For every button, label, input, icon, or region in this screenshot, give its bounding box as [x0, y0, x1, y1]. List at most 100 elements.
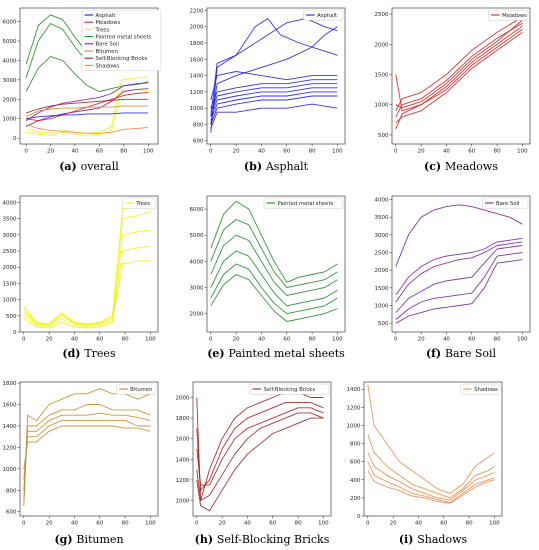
- y-tick-label: 1800: [190, 41, 204, 47]
- series-line: [210, 234, 338, 296]
- x-tick-label: 60: [96, 521, 103, 527]
- legend-box: [460, 383, 501, 395]
- y-tick-label: 2000: [190, 25, 204, 31]
- series-line: [196, 407, 324, 486]
- legend-box: [249, 383, 330, 395]
- x-tick-label: 100: [332, 149, 343, 155]
- legend-box: [488, 9, 529, 21]
- y-tick-label: 0: [13, 330, 17, 336]
- y-tick-label: 0: [357, 514, 361, 520]
- caption-text: Bare Soil: [445, 347, 497, 360]
- legend-box: [303, 9, 344, 21]
- legend-label: Trees: [95, 27, 110, 33]
- y-tick-label: 5000: [3, 39, 17, 45]
- x-tick-label: 20: [47, 149, 54, 155]
- series-line: [25, 98, 149, 114]
- series-line: [210, 18, 338, 133]
- legend-label: Self-Blocking Bricks: [264, 387, 316, 393]
- legend-label: Shadows: [474, 387, 498, 393]
- x-tick-label: 80: [466, 521, 473, 527]
- y-tick-label: 1200: [176, 478, 190, 484]
- y-tick-label: 6000: [190, 207, 204, 213]
- legend-label: Asphalt: [96, 13, 116, 19]
- plot-frame: [19, 195, 159, 333]
- legend-label: Trees: [135, 201, 150, 207]
- y-tick-label: 5000: [190, 233, 204, 239]
- y-tick-label: 1400: [347, 387, 361, 393]
- x-tick-label: 80: [122, 521, 129, 527]
- series-line: [25, 105, 149, 118]
- series-line: [395, 25, 523, 112]
- plot-frame: [206, 7, 346, 145]
- series-line: [367, 461, 495, 503]
- x-tick-label: 80: [309, 149, 316, 155]
- y-tick-label: 2000: [3, 265, 17, 271]
- y-tick-label: 1000: [375, 304, 389, 310]
- x-tick-label: 100: [145, 337, 156, 343]
- series-line: [210, 219, 338, 288]
- panel-caption: (e) Painted metal sheets: [207, 347, 345, 360]
- panel-painted-metal-sheets: 0 20 40 60 80 100 2000 3000 4000 5000 6000 Painted …: [190, 195, 346, 360]
- x-tick-label: 0: [394, 337, 398, 343]
- series-line: [210, 103, 338, 129]
- y-tick-label: 3500: [375, 215, 389, 221]
- x-tick-label: 40: [244, 521, 251, 527]
- caption-text: Shadows: [417, 533, 467, 546]
- y-tick-label: 1000: [176, 499, 190, 505]
- x-tick-label: 40: [415, 521, 422, 527]
- x-tick-label: 20: [390, 521, 397, 527]
- plot-frame: [19, 381, 159, 517]
- plot-frame: [19, 7, 159, 145]
- y-tick-label: 1200: [190, 90, 204, 96]
- series-line: [196, 412, 324, 501]
- y-tick-label: 800: [6, 488, 17, 494]
- series-line: [395, 16, 523, 112]
- x-tick-label: 20: [418, 337, 425, 343]
- legend-label: Meadows: [502, 13, 527, 19]
- y-tick-label: 500: [378, 321, 389, 327]
- panel-overall: 0 20 40 60 80 1000100020003000400050006000Asp…: [3, 7, 162, 173]
- caption-text: overall: [81, 160, 120, 173]
- plot-frame: [363, 381, 503, 517]
- series-line: [23, 425, 151, 469]
- caption-text: Painted metal sheets: [228, 347, 345, 360]
- plot-frame: [192, 381, 332, 517]
- x-tick-label: 0: [394, 149, 398, 155]
- series-line: [210, 95, 338, 125]
- x-tick-label: 0: [366, 521, 370, 527]
- series-line: [26, 89, 149, 136]
- y-tick-label: 1800: [3, 381, 17, 387]
- y-tick-label: 500: [6, 314, 17, 320]
- x-tick-label: 80: [494, 149, 501, 155]
- series-line: [210, 250, 338, 307]
- caption-text: Meadows: [445, 160, 498, 173]
- x-tick-label: 100: [517, 149, 528, 155]
- x-tick-label: 20: [418, 149, 425, 155]
- panel-caption: (b) Asphalt: [244, 160, 309, 173]
- series-line: [23, 202, 151, 326]
- x-tick-label: 40: [71, 521, 78, 527]
- x-tick-label: 100: [489, 521, 500, 527]
- y-tick-label: 4000: [375, 198, 389, 204]
- y-tick-label: 1400: [190, 74, 204, 80]
- x-tick-label: 0: [22, 521, 26, 527]
- series-line: [367, 452, 495, 501]
- caption-text: Bitumen: [76, 533, 123, 546]
- x-tick-label: 80: [309, 337, 316, 343]
- legend-label: Bitumen: [96, 49, 118, 55]
- x-tick-label: 100: [143, 149, 154, 155]
- y-tick-label: 4000: [190, 259, 204, 265]
- y-tick-label: 800: [193, 122, 204, 128]
- x-tick-label: 40: [443, 149, 450, 155]
- x-tick-label: 60: [283, 149, 290, 155]
- x-tick-label: 100: [145, 521, 156, 527]
- legend-box: [116, 383, 157, 395]
- y-tick-label: 200: [350, 496, 361, 502]
- panel-caption: (f) Bare Soil: [426, 347, 497, 360]
- series-line: [395, 259, 523, 324]
- series-line: [23, 229, 151, 326]
- y-tick-label: 1400: [3, 424, 17, 430]
- y-tick-label: 600: [6, 510, 17, 516]
- x-tick-label: 60: [283, 337, 290, 343]
